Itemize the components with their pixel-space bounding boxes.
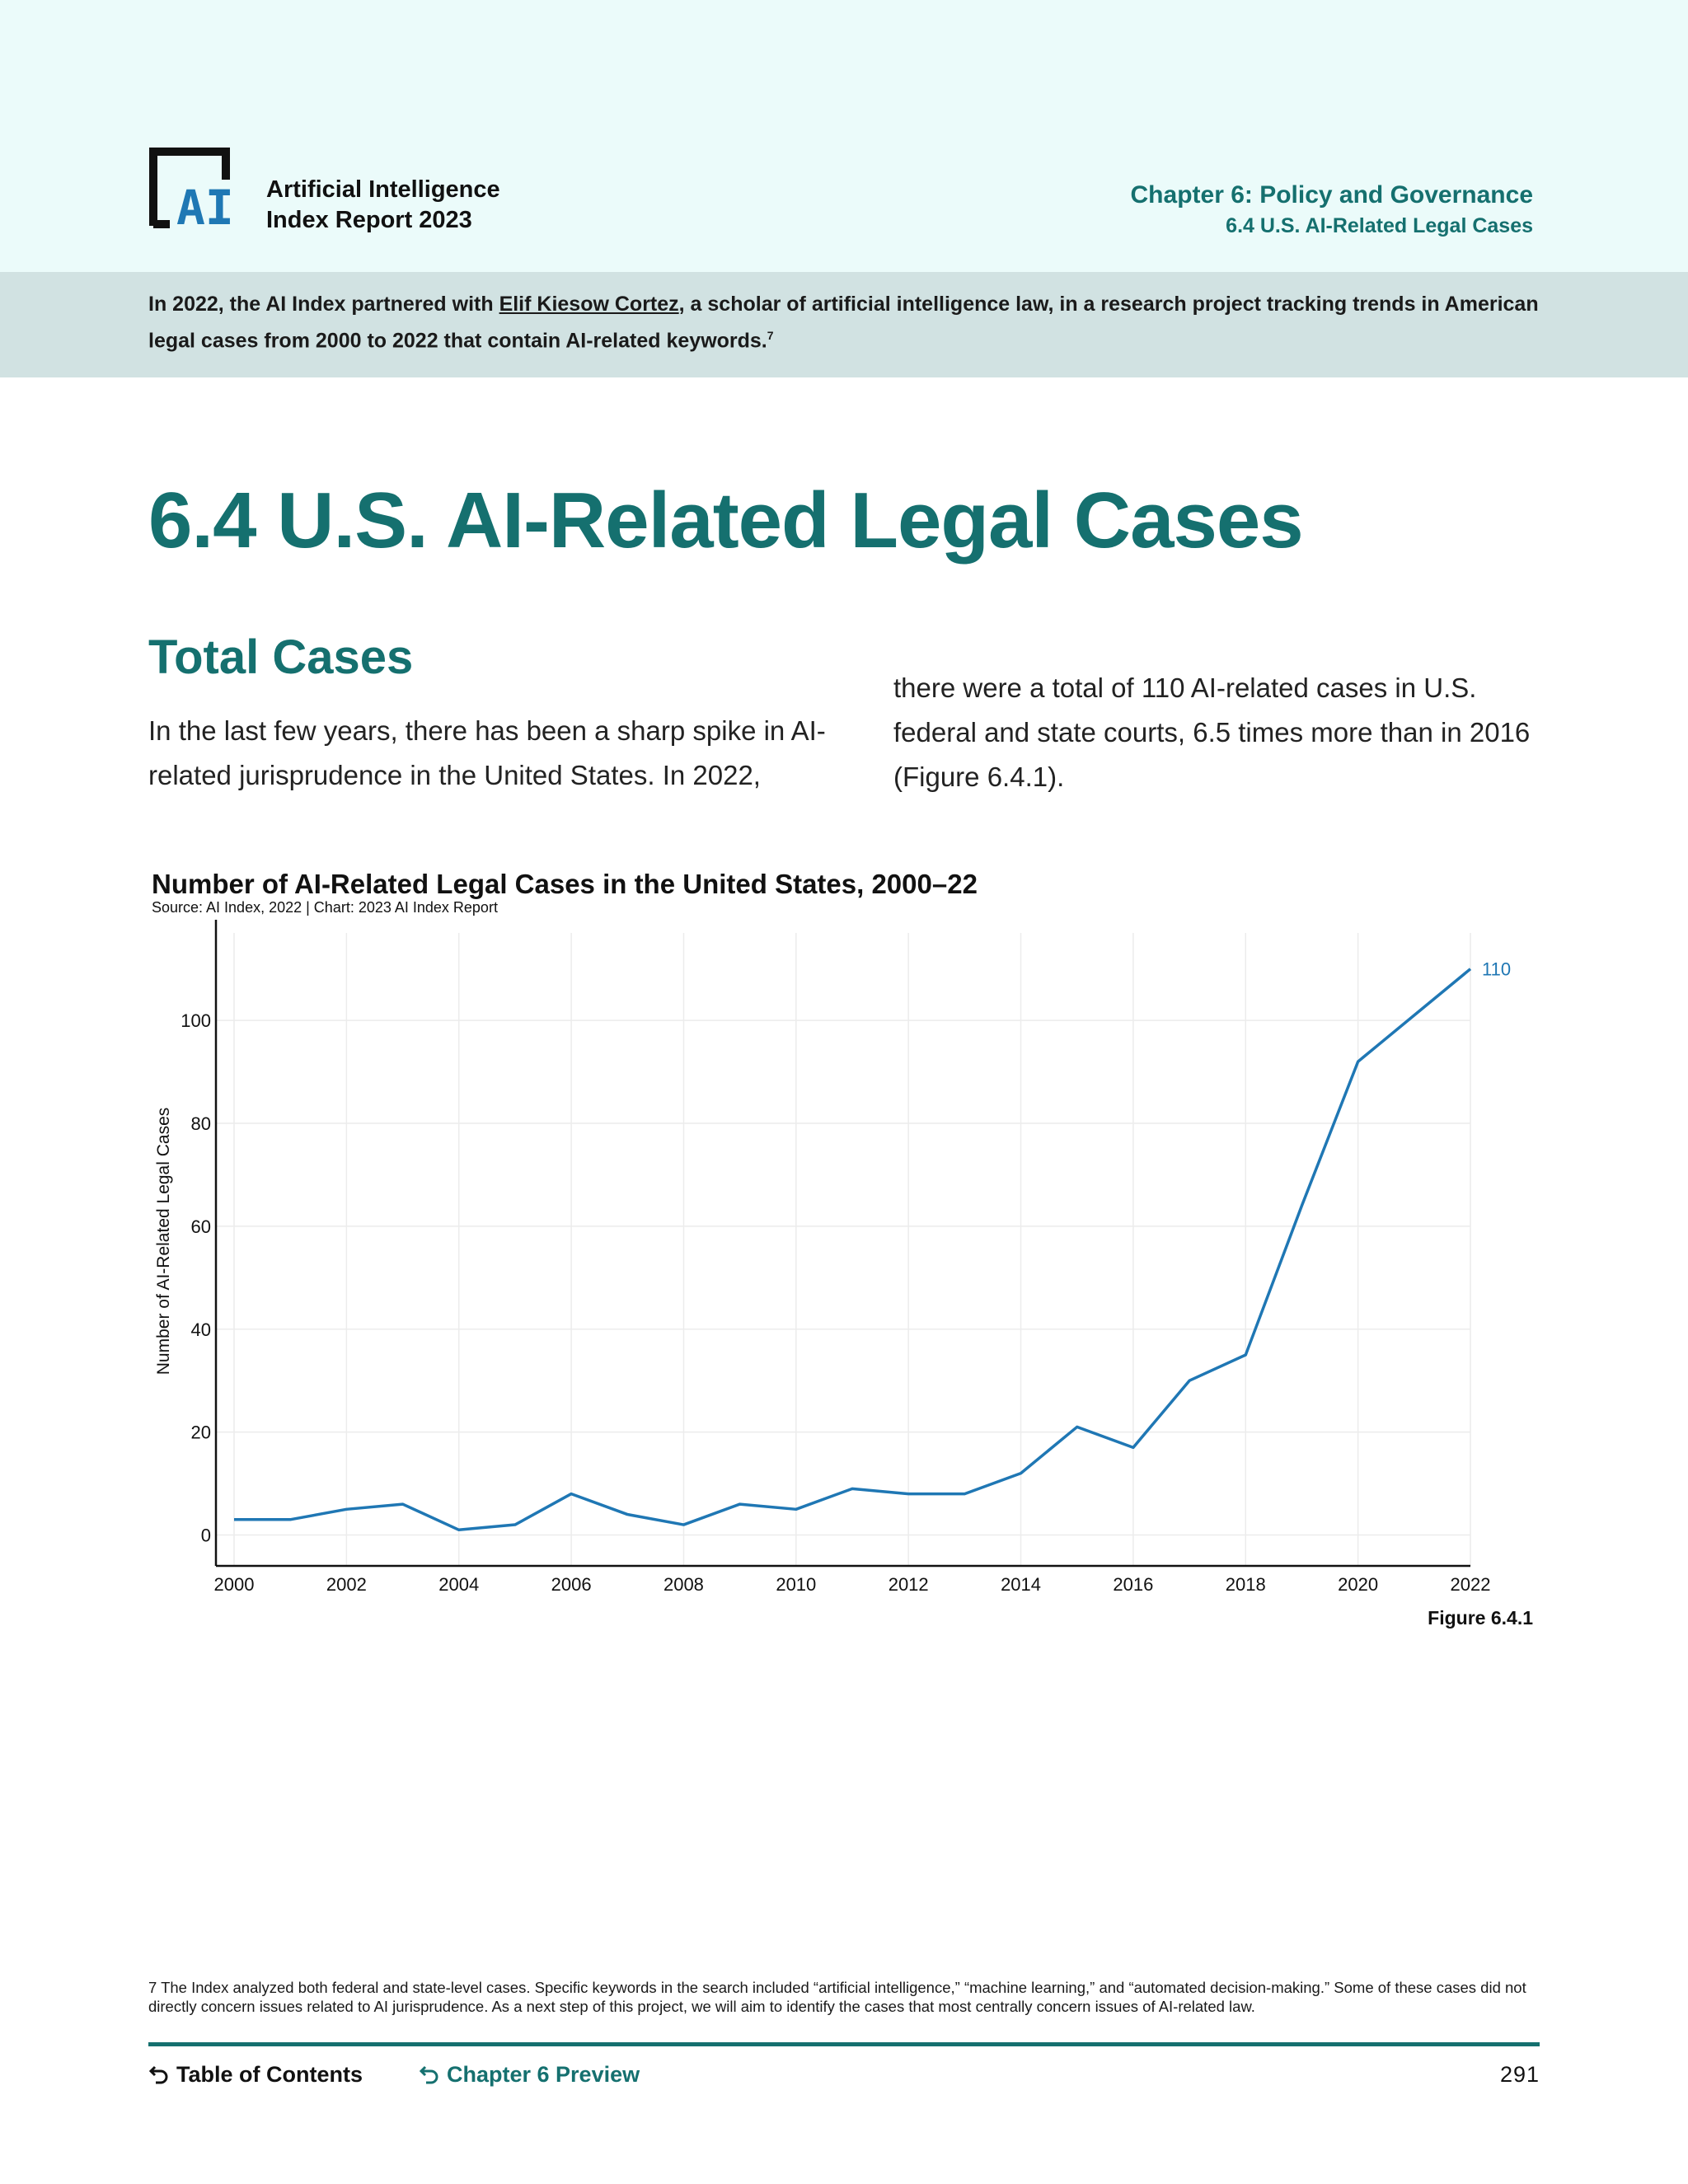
y-tick-label: 80 [191, 1113, 211, 1134]
x-tick-label: 2010 [776, 1574, 816, 1595]
y-tick-label: 60 [191, 1216, 211, 1237]
y-tick-label: 40 [191, 1319, 211, 1340]
intro-text-start: In 2022, the AI Index partnered with [148, 293, 499, 316]
logo-text: AI [176, 180, 234, 229]
y-axis-title: Number of AI-Related Legal Cases [154, 1108, 173, 1376]
end-value-label: 110 [1482, 959, 1511, 980]
footnote-ref[interactable]: 7 [767, 329, 774, 342]
chapter-section: 6.4 U.S. AI-Related Legal Cases [1226, 214, 1533, 237]
brand-line-1: Artificial Intelligence [266, 176, 500, 203]
return-arrow-icon [148, 2065, 168, 2084]
y-tick-label: 100 [181, 1010, 211, 1031]
intro-text: In 2022, the AI Index partnered with Eli… [148, 288, 1550, 356]
x-tick-label: 2018 [1226, 1574, 1266, 1595]
page-number: 291 [1499, 2062, 1540, 2087]
x-tick-label: 2004 [438, 1574, 479, 1595]
x-tick-label: 2000 [214, 1574, 255, 1595]
intro-text-end: , a scholar of artificial intelligence l… [148, 293, 1539, 353]
section-title: Total Cases [148, 630, 414, 684]
line-chart: 0 20 40 60 80 100 2000 2002 2004 2006 2008 2010 2012… [154, 920, 1511, 1595]
intro-band: In 2022, the AI Index partnered with Eli… [0, 272, 1688, 377]
footnote: 7 The Index analyzed both federal and st… [148, 1979, 1526, 2015]
chapter-preview-link[interactable]: Chapter 6 Preview [419, 2060, 640, 2088]
report-brand: Artificial Intelligence Index Report 202… [266, 175, 500, 236]
x-tick-label: 2020 [1338, 1574, 1378, 1595]
series-line [234, 968, 1472, 1532]
x-tick-label: 2014 [1001, 1574, 1041, 1595]
x-tick-label: 2008 [663, 1574, 704, 1595]
table-of-contents-link[interactable]: Table of Contents [148, 2060, 363, 2088]
x-tick-label: 2002 [326, 1574, 367, 1595]
y-tick-label: 20 [191, 1422, 211, 1443]
y-tick-label: 0 [201, 1526, 211, 1546]
toc-label[interactable]: Table of Contents [176, 2062, 363, 2087]
chapter-heading: Chapter 6: Policy and Governance 6.4 U.S… [1131, 180, 1533, 241]
body-text-right: there were a total of 110 AI-related cas… [893, 673, 1531, 792]
chapter-title: Chapter 6: Policy and Governance [1130, 181, 1533, 209]
report-header: AI Artificial Intelligence Index Report … [0, 0, 1688, 272]
chart-source: Source: AI Index, 2022 | Chart: 2023 AI … [152, 899, 498, 916]
ai-index-logo: AI [149, 148, 234, 229]
body-text-left: In the last few years, there has been a … [148, 715, 826, 790]
figure-label: Figure 6.4.1 [1428, 1607, 1533, 1629]
footer-rule [148, 2042, 1540, 2046]
brand-line-2: Index Report 2023 [266, 207, 472, 233]
chart-title: Number of AI-Related Legal Cases in the … [152, 869, 978, 899]
x-tick-label: 2006 [551, 1574, 592, 1595]
author-link[interactable]: Elif Kiesow Cortez [499, 293, 679, 316]
x-tick-label: 2016 [1113, 1574, 1153, 1595]
return-arrow-icon [419, 2065, 438, 2084]
page-title: 6.4 U.S. AI-Related Legal Cases [148, 476, 1304, 565]
x-tick-label: 2022 [1451, 1574, 1491, 1595]
x-tick-label: 2012 [889, 1574, 929, 1595]
preview-label[interactable]: Chapter 6 Preview [447, 2062, 640, 2087]
